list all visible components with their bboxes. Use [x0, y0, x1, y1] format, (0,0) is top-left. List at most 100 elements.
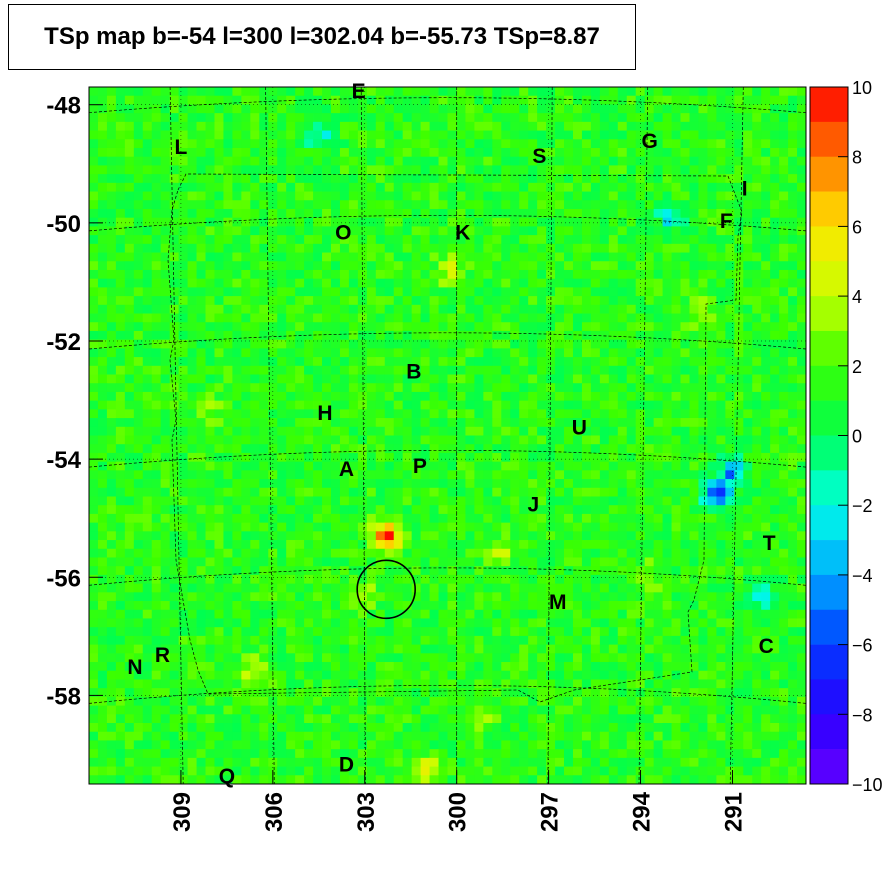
heatmap-cell	[357, 330, 368, 341]
heatmap-cell	[671, 252, 681, 262]
heatmap-cell	[689, 426, 699, 436]
heatmap-cell	[770, 357, 780, 367]
heatmap-cell	[689, 461, 699, 471]
heatmap-cell	[160, 217, 171, 227]
heatmap-cell	[115, 365, 126, 375]
heatmap-cell	[187, 574, 197, 585]
heatmap-cell	[644, 409, 655, 419]
heatmap-cell	[384, 313, 395, 323]
heatmap-cell	[725, 566, 735, 576]
heatmap-cell	[501, 348, 511, 358]
heatmap-cell	[420, 191, 430, 201]
heatmap-cell	[214, 566, 224, 576]
heatmap-cell	[142, 113, 153, 123]
heatmap-cell	[151, 208, 162, 219]
heatmap-cell	[411, 200, 422, 210]
heatmap-cell	[339, 348, 350, 358]
heatmap-cell	[537, 383, 547, 393]
heatmap-cell	[743, 435, 753, 445]
heatmap-cell	[474, 269, 484, 280]
heatmap-cell	[178, 217, 188, 227]
heatmap-cell	[250, 121, 260, 131]
heatmap-cell	[313, 444, 323, 454]
heatmap-cell	[142, 104, 153, 114]
heatmap-cell	[205, 278, 215, 288]
heatmap-cell	[169, 583, 180, 593]
heatmap-cell	[124, 191, 135, 201]
heatmap-cell	[761, 365, 771, 375]
heatmap-cell	[653, 243, 663, 253]
heatmap-cell	[590, 304, 601, 314]
heatmap-cell	[581, 601, 592, 611]
heatmap-cell	[788, 566, 798, 576]
heatmap-cell	[752, 296, 762, 306]
heatmap-cell	[115, 182, 126, 192]
heatmap-cell	[635, 261, 646, 271]
heatmap-cell	[348, 531, 359, 541]
heatmap-cell	[770, 601, 780, 611]
heatmap-cell	[653, 522, 663, 532]
heatmap-cell	[492, 174, 502, 184]
heatmap-cell	[653, 418, 663, 428]
heatmap-cell	[519, 348, 529, 358]
heatmap-cell	[115, 426, 126, 436]
heatmap-cell	[564, 461, 574, 471]
heatmap-cell	[169, 574, 180, 585]
heatmap-cell	[608, 601, 619, 611]
heatmap-cell	[357, 409, 368, 419]
heatmap-cell	[725, 609, 735, 619]
heatmap-cell	[205, 400, 215, 410]
heatmap-cell	[465, 208, 475, 219]
heatmap-cell	[178, 592, 188, 602]
heatmap-cell	[797, 374, 807, 384]
heatmap-cell	[743, 522, 753, 532]
heatmap-cell	[169, 383, 180, 393]
heatmap-cell	[770, 147, 780, 158]
heatmap-cell	[797, 426, 807, 436]
heatmap-cell	[761, 592, 771, 602]
heatmap-cell	[420, 313, 430, 323]
heatmap-cell	[357, 444, 368, 454]
heatmap-cell	[169, 391, 180, 402]
heatmap-cell	[375, 574, 386, 585]
heatmap-cell	[348, 557, 359, 567]
heatmap-cell	[797, 252, 807, 262]
heatmap-cell	[286, 505, 296, 515]
heatmap-cell	[689, 182, 699, 192]
heatmap-cell	[393, 365, 404, 375]
heatmap-cell	[366, 165, 377, 175]
heatmap-cell	[160, 104, 171, 114]
heatmap-cell	[330, 383, 341, 393]
heatmap-cell	[295, 426, 305, 436]
heatmap-cell	[671, 391, 681, 402]
heatmap-cell	[339, 243, 350, 253]
heatmap-cell	[653, 461, 663, 471]
heatmap-cell	[716, 304, 726, 314]
heatmap-cell	[348, 426, 359, 436]
heatmap-cell	[438, 278, 448, 288]
heatmap-cell	[259, 165, 269, 175]
heatmap-cell	[564, 235, 574, 245]
heatmap-cell	[196, 182, 206, 192]
heatmap-cell	[564, 452, 574, 463]
heatmap-cell	[761, 313, 771, 323]
heatmap-cell	[393, 557, 404, 567]
heatmap-cell	[581, 104, 592, 114]
heatmap-cell	[725, 235, 735, 245]
heatmap-cell	[788, 479, 798, 489]
heatmap-cell	[671, 505, 681, 515]
heatmap-cell	[797, 383, 807, 393]
heatmap-cell	[698, 165, 708, 175]
heatmap-cell	[232, 269, 242, 280]
heatmap-cell	[277, 470, 287, 480]
heatmap-cell	[339, 418, 350, 428]
heatmap-cell	[537, 278, 547, 288]
heatmap-cell	[384, 531, 395, 541]
heatmap-cell	[438, 104, 448, 114]
heatmap-cell	[429, 470, 439, 480]
heatmap-cell	[393, 522, 404, 532]
heatmap-cell	[375, 566, 386, 576]
heatmap-cell	[546, 609, 556, 619]
heatmap-cell	[366, 191, 377, 201]
heatmap-cell	[734, 557, 744, 567]
